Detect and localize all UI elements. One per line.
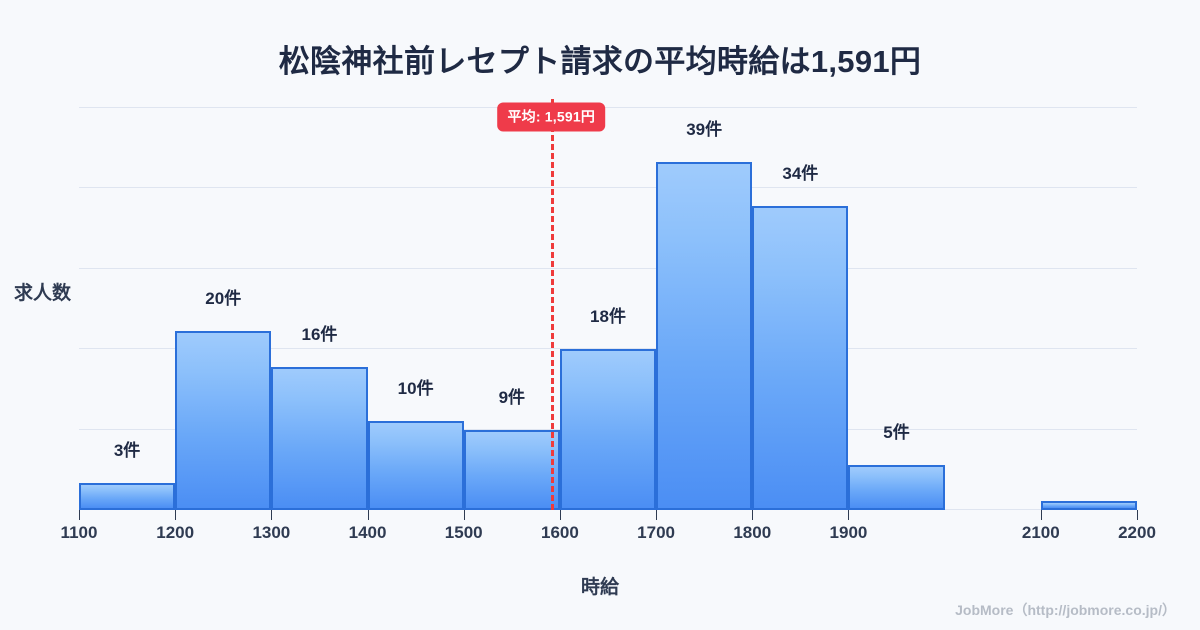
histogram-bar[interactable] <box>175 331 272 510</box>
x-axis-tick <box>559 510 561 520</box>
x-axis-tick <box>656 510 658 520</box>
histogram-bar[interactable] <box>752 206 849 510</box>
bar-value-label: 3件 <box>113 441 141 461</box>
gridline <box>79 187 1137 189</box>
x-axis-tick-label: 1400 <box>348 523 387 542</box>
x-axis-tick-label: 1200 <box>156 523 195 542</box>
bar-value-label: 20件 <box>205 289 242 309</box>
x-axis-tick <box>1040 510 1042 520</box>
bar-value-label: 10件 <box>397 378 434 398</box>
average-badge: 平均: 1,591円 <box>497 102 606 132</box>
x-axis-tick-label: 2200 <box>1118 523 1156 542</box>
x-axis-tick <box>1137 510 1138 520</box>
histogram-bar[interactable] <box>271 367 368 510</box>
x-axis-title: 時給 <box>580 577 619 598</box>
histogram-bar[interactable] <box>79 483 176 510</box>
gridline <box>79 348 1137 350</box>
gridline <box>79 106 1137 108</box>
histogram-bar[interactable] <box>463 429 560 510</box>
plot-area: 3件 20件 16件 10件 9件 18件 39件 34件 5件 平均: 1,591円 <box>79 99 1137 510</box>
x-axis-tick-label: 2100 <box>1021 523 1060 542</box>
chart-title: 松陰神社前レセプト請求の平均時給は1,591円 <box>278 44 922 79</box>
bar-value-label: 9件 <box>498 387 526 407</box>
x-axis-tick-label: 1700 <box>637 523 675 542</box>
x-axis-tick <box>175 510 177 520</box>
y-axis-title: 求人数 <box>14 283 72 304</box>
histogram-bar[interactable] <box>367 420 464 510</box>
bar-value-label: 18件 <box>590 307 626 327</box>
x-axis-tick <box>271 510 273 520</box>
x-axis-tick <box>79 510 80 520</box>
histogram-bar[interactable] <box>559 349 657 510</box>
average-line <box>551 99 555 510</box>
x-axis-tick-label: 1800 <box>733 523 772 542</box>
x-axis-tick-label: 1600 <box>540 523 579 542</box>
x-axis-tick-label: 1900 <box>829 523 868 542</box>
x-axis-tick-label: 1500 <box>444 523 483 542</box>
histogram-bar[interactable] <box>1040 501 1137 510</box>
x-axis-tick <box>752 510 754 520</box>
histogram-bar[interactable] <box>656 161 753 510</box>
gridline <box>79 267 1137 269</box>
x-axis-tick <box>463 510 465 520</box>
x-axis-tick <box>367 510 369 520</box>
bar-value-label: 34件 <box>782 164 819 184</box>
bar-value-label: 5件 <box>883 423 910 443</box>
bar-value-label: 16件 <box>301 325 338 345</box>
x-axis-tick <box>848 510 850 520</box>
x-axis-tick-label: 1100 <box>60 523 98 542</box>
bar-value-label: 39件 <box>686 119 723 139</box>
histogram-bar[interactable] <box>848 465 945 510</box>
x-axis-tick-label: 1300 <box>252 523 291 542</box>
footer-credit: JobMore（http://jobmore.co.jp/） <box>955 602 1176 618</box>
